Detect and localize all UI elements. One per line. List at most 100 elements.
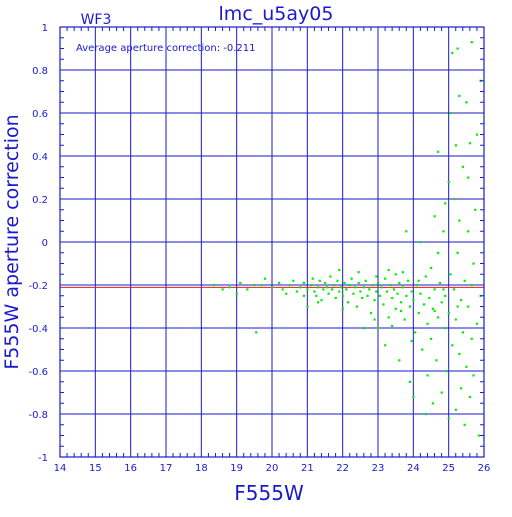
data-point — [396, 292, 399, 295]
x-tick-label: 26 — [478, 463, 491, 474]
data-point — [405, 230, 408, 233]
data-point — [362, 327, 366, 330]
data-point — [331, 288, 334, 291]
data-point — [327, 292, 330, 295]
data-point — [417, 311, 420, 315]
y-tick-label: 1 — [42, 23, 48, 34]
data-point — [444, 294, 447, 297]
data-point — [458, 219, 461, 222]
data-point — [387, 316, 390, 319]
data-point — [369, 311, 373, 315]
data-point — [424, 275, 427, 278]
x-tick-label: 18 — [195, 463, 208, 474]
data-point — [375, 290, 378, 293]
data-point — [449, 273, 452, 276]
data-point — [405, 294, 408, 297]
data-point — [433, 288, 436, 291]
x-tick-label: 21 — [301, 463, 314, 474]
data-point — [316, 286, 320, 289]
y-tick-label: 0.8 — [32, 66, 48, 77]
x-tick-label: 25 — [442, 463, 455, 474]
data-point — [460, 387, 463, 390]
x-axis-ticks: 14 15 16 17 18 19 20 21 22 23 24 25 26 — [54, 27, 491, 474]
data-point — [451, 51, 454, 54]
data-point — [373, 299, 376, 302]
x-tick-label: 14 — [54, 463, 67, 474]
data-point — [384, 277, 387, 280]
data-point — [362, 286, 366, 289]
data-point — [454, 318, 457, 321]
data-point — [377, 281, 380, 285]
data-point — [366, 294, 369, 297]
data-point — [474, 208, 477, 211]
data-point — [440, 301, 443, 304]
y-axis-ticks: -1 -0.8 -0.6 -0.4 -0.2 0 0.2 0.4 0.6 0.8 1 — [28, 23, 484, 464]
data-point — [295, 290, 298, 293]
data-point — [454, 408, 457, 411]
y-tick-label: -1 — [38, 453, 48, 464]
data-point — [444, 327, 447, 330]
data-point — [447, 311, 450, 315]
data-point — [468, 142, 472, 145]
data-point — [431, 402, 434, 405]
y-axis-label: F555W aperture correction — [1, 114, 23, 369]
data-point — [467, 230, 470, 233]
data-point — [433, 309, 436, 312]
data-point — [421, 348, 424, 351]
data-point — [467, 176, 470, 179]
x-tick-label: 24 — [407, 463, 420, 474]
data-point — [399, 301, 403, 304]
x-tick-label: 17 — [160, 463, 173, 474]
data-point — [384, 344, 387, 347]
data-point — [454, 144, 457, 147]
y-tick-label: -0.6 — [28, 367, 48, 378]
data-point — [357, 281, 360, 285]
data-point — [426, 374, 429, 377]
chart-title: lmc_u5ay05 — [219, 3, 334, 25]
data-point — [449, 112, 452, 115]
data-point — [463, 279, 466, 282]
x-axis-label: F555W — [234, 481, 304, 505]
data-point — [361, 296, 364, 300]
x-tick-label: 15 — [89, 463, 102, 474]
data-point — [437, 150, 440, 153]
data-point — [398, 359, 401, 362]
y-tick-label: -0.2 — [28, 281, 48, 292]
x-tick-label: 22 — [336, 463, 349, 474]
data-point — [302, 294, 305, 297]
y-tick-label: 0 — [42, 238, 48, 249]
data-point — [260, 284, 263, 287]
data-point — [382, 303, 385, 306]
data-point — [401, 286, 404, 289]
data-point — [412, 395, 415, 398]
data-point — [447, 417, 450, 420]
data-point — [324, 281, 327, 285]
data-point — [456, 251, 459, 254]
data-point — [228, 286, 231, 289]
data-point — [371, 284, 374, 287]
data-point — [288, 284, 291, 287]
data-point — [452, 288, 456, 291]
data-point — [408, 305, 411, 308]
data-point — [410, 290, 413, 293]
data-point — [456, 305, 459, 308]
data-point — [292, 279, 295, 282]
data-point — [415, 284, 419, 287]
data-point — [255, 331, 258, 334]
data-point — [458, 352, 461, 355]
data-point — [285, 292, 288, 295]
data-point — [246, 288, 249, 291]
data-point — [431, 307, 434, 310]
data-point — [302, 281, 305, 285]
data-point — [470, 337, 473, 340]
data-point — [278, 281, 281, 285]
data-point — [313, 290, 316, 293]
x-tick-label: 19 — [230, 463, 243, 474]
data-point — [338, 268, 341, 272]
data-point — [417, 279, 420, 282]
data-point — [389, 284, 392, 287]
data-point — [470, 284, 473, 287]
data-point — [306, 305, 309, 308]
